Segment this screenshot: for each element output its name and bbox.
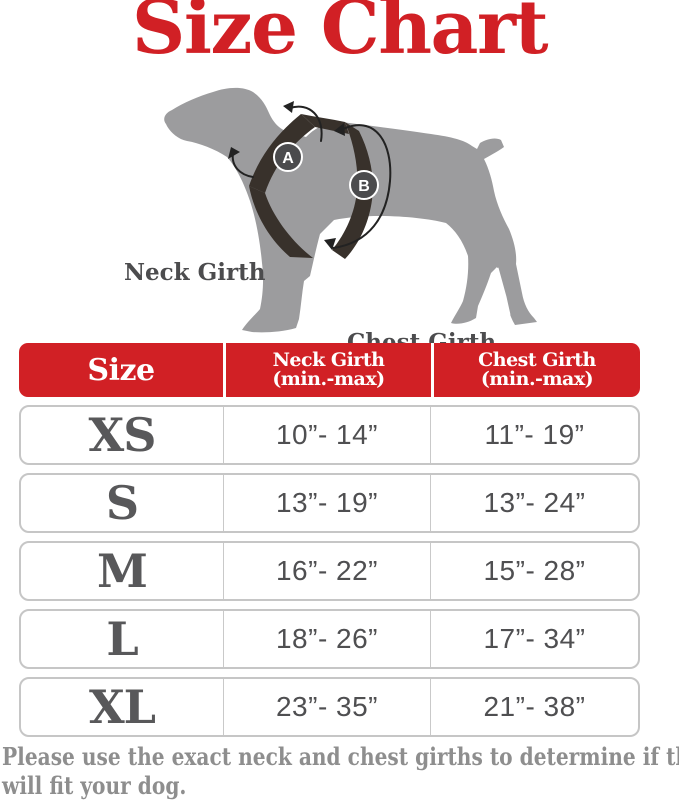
badge-b-letter: B [358, 178, 370, 195]
chest-girth-arrowheads [324, 123, 345, 250]
table-row: S 13”- 19” 13”- 24” [19, 473, 640, 533]
table-header-row: Size Neck Girth (min.-max) Chest Girth (… [19, 343, 640, 397]
header-chest-line2: (min.-max) [480, 368, 594, 390]
header-cell-size: Size [19, 343, 223, 397]
size-cell: S [105, 476, 139, 530]
dog-diagram-svg: A B [164, 87, 537, 333]
header-cell-chest-girth: Chest Girth (min.-max) [431, 343, 640, 397]
dog-silhouette [164, 87, 537, 333]
neck-girth-cell: 16”- 22” [223, 543, 431, 599]
header-chest-line1: Chest Girth [478, 348, 596, 371]
header-neck-line1: Neck Girth [272, 348, 385, 371]
chest-girth-cell: 21”- 38” [483, 691, 586, 722]
chest-girth-cell: 11”- 19” [484, 419, 585, 450]
dog-measurement-diagram: A B Neck Girth Chest Girth [0, 83, 679, 356]
chest-girth-cell: 15”- 28” [483, 555, 586, 586]
header-cell-neck-girth: Neck Girth (min.-max) [223, 343, 431, 397]
neck-girth-cell: 18”- 26” [223, 611, 431, 667]
table-row: XL 23”- 35” 21”- 38” [19, 677, 640, 737]
neck-girth-cell: 23”- 35” [223, 679, 431, 735]
table-row: M 16”- 22” 15”- 28” [19, 541, 640, 601]
chest-girth-cell: 13”- 24” [483, 487, 586, 518]
size-chart-table: Size Neck Girth (min.-max) Chest Girth (… [19, 343, 640, 737]
size-cell: XL [88, 680, 156, 734]
neck-girth-arrowheads [228, 101, 294, 159]
neck-girth-cell: 10”- 14” [223, 407, 431, 463]
size-cell: L [106, 612, 138, 666]
footnote: Please use the exact neck and chest girt… [2, 742, 679, 801]
chest-girth-arrow [332, 124, 392, 249]
page-title: Size Chart [131, 0, 549, 71]
size-cell: M [97, 544, 148, 598]
table-row: L 18”- 26” 17”- 34” [19, 609, 640, 669]
header-neck-line2: (min.-max) [272, 368, 385, 390]
badge-a-marker: A [273, 142, 303, 172]
neck-girth-label: Neck Girth [124, 259, 266, 286]
header-size-label: Size [87, 352, 155, 388]
hind-leg-separator [495, 267, 511, 316]
footnote-line2: will fit your dog. [2, 770, 187, 800]
badge-a-letter: A [282, 150, 294, 167]
table-row: XS 10”- 14” 11”- 19” [19, 405, 640, 465]
footnote-line1: Please use the exact neck and chest girt… [2, 742, 679, 771]
size-cell: XS [88, 408, 157, 462]
neck-girth-cell: 13”- 19” [223, 475, 431, 531]
chest-girth-cell: 17”- 34” [483, 623, 586, 654]
badge-b-marker: B [349, 170, 379, 200]
